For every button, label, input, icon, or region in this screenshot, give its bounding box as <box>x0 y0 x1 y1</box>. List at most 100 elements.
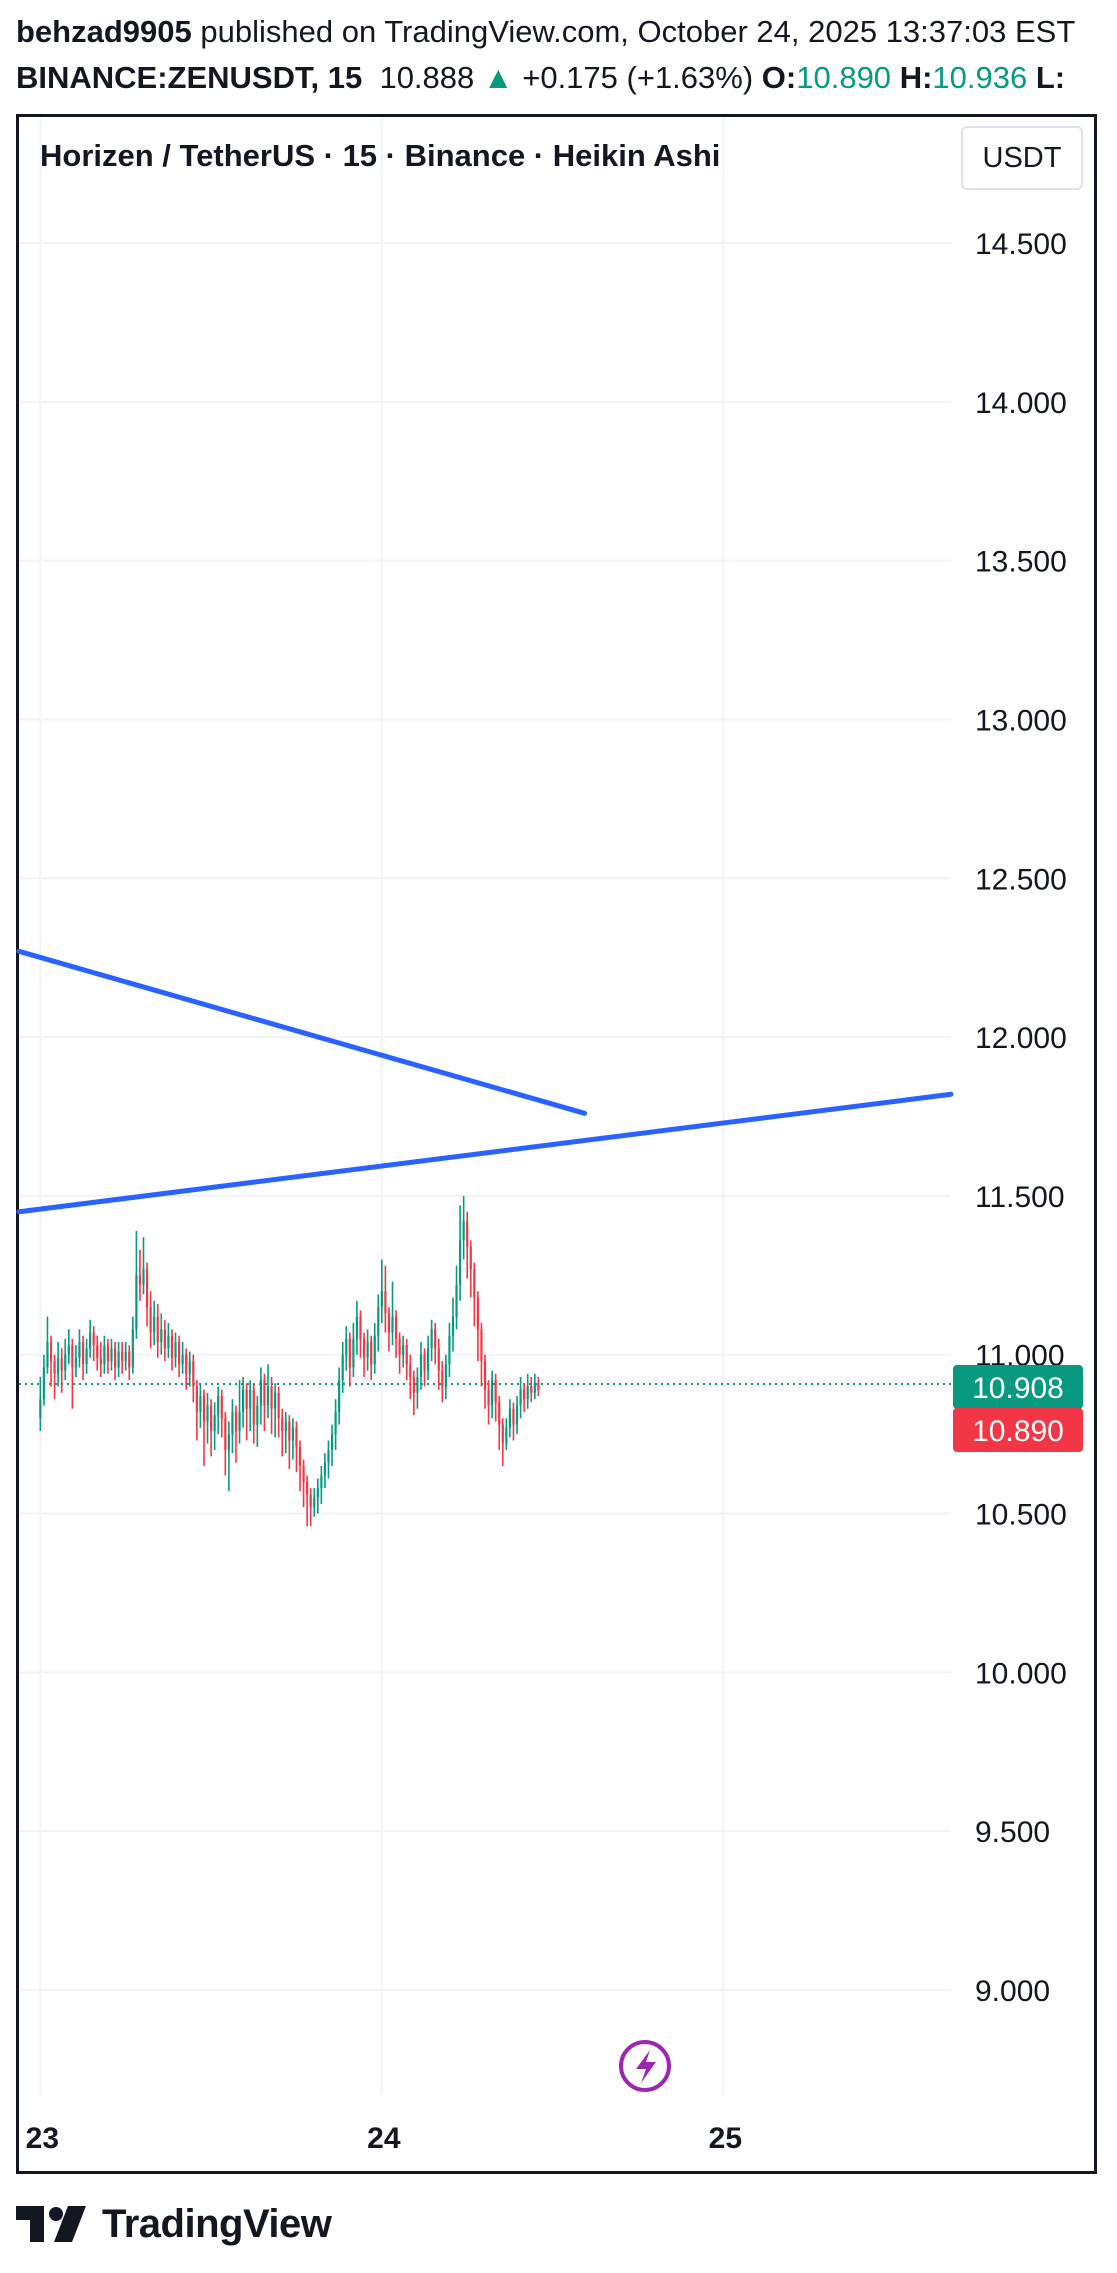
candle <box>409 1354 412 1400</box>
candle-body <box>89 1332 92 1349</box>
candle <box>281 1408 284 1457</box>
candle <box>106 1338 110 1374</box>
candle-body <box>270 1386 273 1409</box>
candle-body <box>78 1342 81 1358</box>
candle-body <box>238 1411 241 1431</box>
candle-body <box>402 1345 405 1355</box>
high-value: 10.936 <box>932 60 1028 95</box>
candle-body <box>99 1357 102 1365</box>
candle <box>135 1230 138 1339</box>
candle <box>327 1440 330 1479</box>
candle-body <box>398 1338 401 1355</box>
candle <box>131 1316 134 1374</box>
candle-body <box>412 1376 415 1393</box>
candle <box>338 1367 341 1425</box>
candle <box>270 1376 273 1435</box>
candle <box>295 1421 298 1473</box>
candle <box>192 1354 195 1403</box>
candle <box>128 1345 131 1381</box>
candle-body <box>85 1348 88 1365</box>
time-axis[interactable]: 23 24 25 <box>26 2122 742 2155</box>
candle <box>362 1332 366 1377</box>
candle <box>170 1329 174 1371</box>
currency-button[interactable]: USDT <box>961 126 1083 190</box>
candle <box>174 1332 177 1368</box>
price-change: +0.175 (+1.63%) <box>522 60 754 95</box>
chart-title: Horizen / TetherUS · 15 · Binance · Heik… <box>40 138 721 173</box>
candle <box>473 1262 476 1327</box>
author-username[interactable]: behzad9905 <box>16 14 192 49</box>
candle <box>199 1383 202 1428</box>
price-axis-label: 12.000 <box>975 1022 1067 1055</box>
candle-body <box>67 1345 70 1355</box>
candle <box>121 1342 124 1374</box>
price-axis-label: 9.000 <box>975 1975 1050 2008</box>
candle <box>394 1310 398 1358</box>
candle-body <box>284 1421 287 1431</box>
candle-body <box>259 1380 262 1406</box>
candle-body <box>316 1488 319 1498</box>
tradingview-logo[interactable]: TradingView <box>16 2196 332 2252</box>
candle <box>366 1329 369 1371</box>
price-tags: 10.908 10.890 <box>953 1365 1083 1452</box>
candle <box>85 1338 88 1374</box>
candle <box>448 1322 451 1377</box>
candle-body <box>277 1392 280 1419</box>
candle <box>46 1316 49 1374</box>
triangle-up-icon: ▲ <box>482 60 514 95</box>
candle-body <box>206 1405 209 1422</box>
last-price: 10.888 <box>379 60 475 95</box>
candle-body <box>352 1338 355 1368</box>
candle-body <box>512 1408 515 1425</box>
candle-body <box>138 1275 142 1285</box>
candle <box>274 1383 277 1438</box>
candle <box>316 1478 319 1514</box>
candle-body <box>74 1357 78 1368</box>
candle <box>434 1322 437 1365</box>
candle-body <box>231 1411 234 1435</box>
candle <box>508 1399 512 1438</box>
candle-body <box>49 1342 53 1362</box>
candle-body <box>384 1291 387 1314</box>
candle-body <box>117 1351 120 1368</box>
candle <box>437 1338 440 1390</box>
brand-name: TradingView <box>102 2201 332 2246</box>
candle-body <box>149 1307 152 1333</box>
candle <box>330 1424 334 1466</box>
candle-body <box>209 1405 213 1431</box>
price-axis[interactable]: 14.500 14.000 13.500 13.000 12.500 12.000 11.5… <box>975 228 1067 2008</box>
price-axis-label: 14.500 <box>975 228 1067 261</box>
candle <box>227 1421 230 1492</box>
candle <box>177 1335 181 1377</box>
candle-body <box>220 1396 223 1419</box>
candle-body <box>423 1354 426 1371</box>
candle-body <box>224 1418 227 1451</box>
candle <box>49 1335 53 1387</box>
candle <box>67 1329 70 1365</box>
candle-body <box>348 1338 351 1368</box>
candle <box>348 1332 351 1387</box>
candle-body <box>373 1335 376 1365</box>
candle-body <box>131 1329 134 1368</box>
candle-body <box>295 1427 298 1447</box>
candle-body <box>487 1389 490 1406</box>
candle-body <box>426 1348 430 1371</box>
candle-body <box>394 1316 398 1339</box>
candle-body <box>252 1389 255 1425</box>
candle <box>483 1354 487 1409</box>
candle <box>288 1415 291 1470</box>
candle-body <box>327 1450 330 1463</box>
candle <box>89 1319 92 1358</box>
candle <box>512 1402 515 1441</box>
candle-body <box>96 1345 99 1358</box>
candle <box>99 1342 102 1377</box>
candle-body <box>409 1364 412 1377</box>
lightning-icon[interactable] <box>619 2040 671 2092</box>
candle-body <box>480 1329 483 1362</box>
price-axis-label: 13.000 <box>975 704 1067 737</box>
price-tag-bg <box>953 1408 1083 1452</box>
candle-body <box>345 1338 348 1355</box>
candle-body <box>494 1380 497 1403</box>
candle <box>419 1342 423 1390</box>
